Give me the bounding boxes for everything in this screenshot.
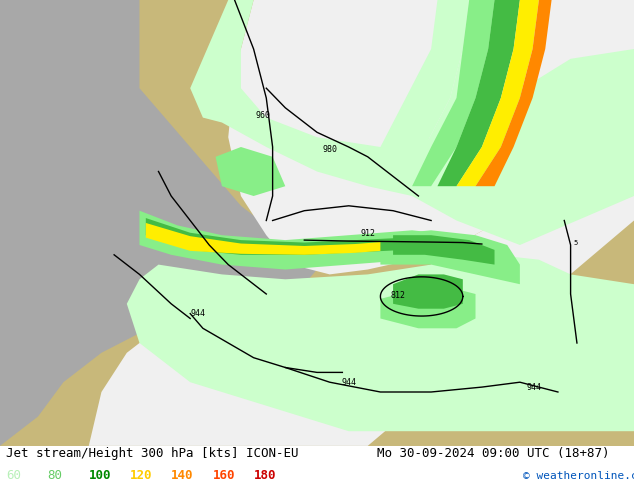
Polygon shape (380, 230, 520, 284)
Polygon shape (476, 0, 552, 186)
Text: Mo 30-09-2024 09:00 UTC (18+87): Mo 30-09-2024 09:00 UTC (18+87) (377, 447, 610, 460)
Text: © weatheronline.co.uk: © weatheronline.co.uk (523, 471, 634, 481)
Polygon shape (146, 223, 380, 255)
Text: 912: 912 (360, 229, 375, 238)
Polygon shape (216, 147, 285, 196)
Text: 944: 944 (341, 378, 356, 387)
Text: 100: 100 (89, 469, 111, 482)
Text: 180: 180 (254, 469, 276, 482)
Polygon shape (380, 289, 476, 328)
Polygon shape (89, 147, 634, 446)
Polygon shape (393, 274, 463, 309)
Polygon shape (190, 0, 634, 245)
FancyBboxPatch shape (0, 446, 634, 490)
Text: 80: 80 (48, 469, 63, 482)
Polygon shape (228, 0, 634, 274)
Polygon shape (146, 218, 406, 255)
Polygon shape (127, 255, 634, 431)
Text: 160: 160 (212, 469, 235, 482)
Polygon shape (0, 0, 317, 446)
Text: 5: 5 (574, 240, 578, 246)
Polygon shape (393, 235, 495, 265)
Text: 120: 120 (130, 469, 152, 482)
Polygon shape (139, 211, 495, 270)
Polygon shape (361, 0, 469, 186)
Text: 980: 980 (322, 145, 337, 154)
Polygon shape (412, 0, 495, 186)
Polygon shape (437, 0, 520, 186)
Text: Jet stream/Height 300 hPa [kts] ICON-EU: Jet stream/Height 300 hPa [kts] ICON-EU (6, 447, 299, 460)
Text: 60: 60 (6, 469, 22, 482)
Polygon shape (456, 0, 539, 186)
Text: 944: 944 (190, 309, 205, 318)
Text: 960: 960 (256, 111, 271, 120)
Polygon shape (399, 0, 501, 186)
Text: 812: 812 (391, 291, 406, 300)
Text: 944: 944 (526, 383, 541, 392)
Polygon shape (0, 0, 634, 446)
Text: 140: 140 (171, 469, 193, 482)
